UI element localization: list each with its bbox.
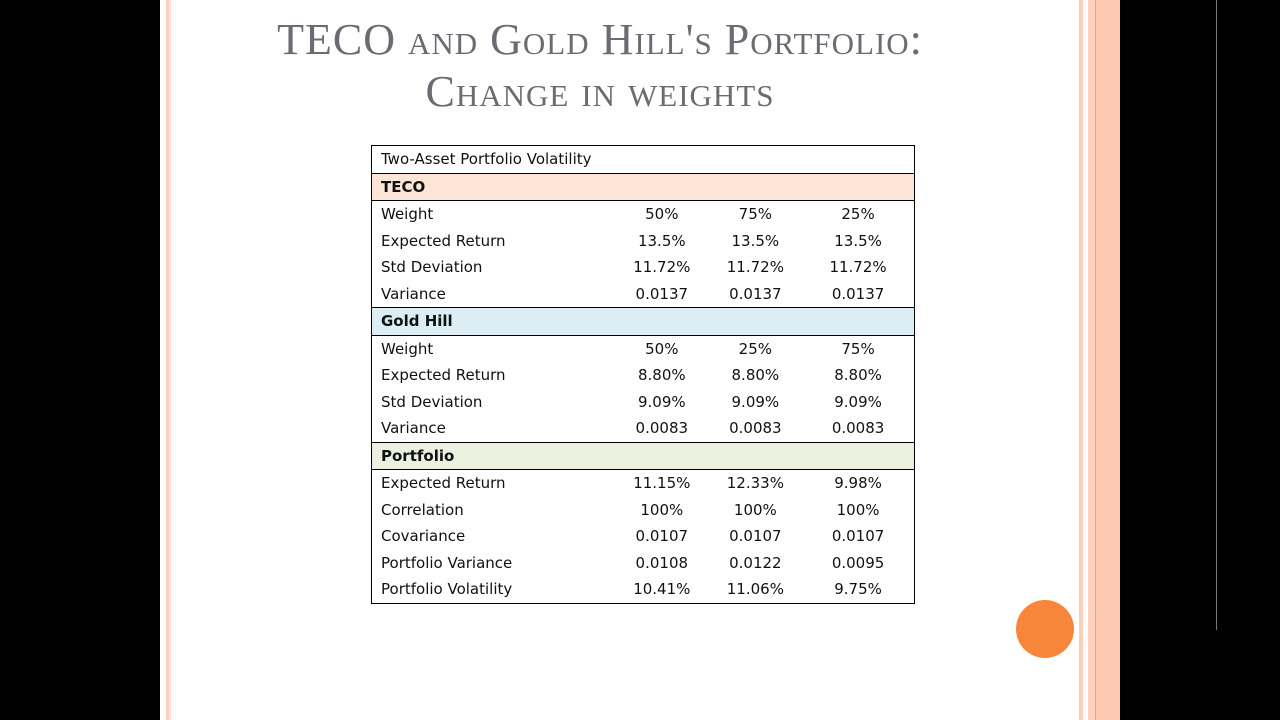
cell-value: 9.75% — [834, 580, 882, 599]
cell-value: 10.41% — [633, 580, 691, 599]
section-name: TECO — [371, 172, 915, 201]
cell-value: 25% — [841, 205, 875, 224]
table-row: Correlation 100% 100% 100% — [372, 497, 915, 524]
table-row: Portfolio Volatility 10.41% 11.06% 9.75% — [372, 576, 915, 603]
row-label: Weight — [381, 205, 434, 224]
table-row: Variance 0.0137 0.0137 0.0137 — [372, 281, 915, 308]
table-row: Expected Return 13.5% 13.5% 13.5% — [372, 228, 915, 255]
divider-line — [1216, 0, 1217, 630]
cell-value: 50% — [645, 339, 679, 358]
table-row: Covariance 0.0107 0.0107 0.0107 — [372, 523, 915, 550]
right-border-line — [1095, 0, 1096, 720]
cell-value: 50% — [645, 205, 679, 224]
row-label: Portfolio Volatility — [381, 580, 513, 599]
cell-value: 8.80% — [834, 366, 882, 385]
right-border-band — [1096, 0, 1120, 720]
cell-value: 0.0083 — [635, 419, 689, 438]
section-header-row: TECO — [371, 172, 915, 201]
row-label: Expected Return — [381, 366, 506, 385]
cell-value: 0.0095 — [831, 553, 885, 572]
table-row: Variance 0.0083 0.0083 0.0083 — [372, 415, 915, 442]
left-border-stripe — [166, 0, 169, 720]
table-row: Portfolio Variance 0.0108 0.0122 0.0095 — [372, 550, 915, 577]
cell-value: 11.15% — [633, 474, 691, 493]
table-caption-row: Two-Asset Portfolio Volatility — [371, 145, 915, 174]
row-label: Covariance — [381, 527, 466, 546]
cell-value: 100% — [640, 500, 684, 519]
table-row: Std Deviation 11.72% 11.72% 11.72% — [372, 254, 915, 281]
cell-value: 0.0122 — [729, 553, 782, 572]
cell-value: 75% — [841, 339, 875, 358]
row-label: Correlation — [381, 500, 464, 519]
title-line-1: TECO and Gold Hill's Portfolio: — [277, 15, 923, 64]
cell-value: 0.0108 — [635, 553, 689, 572]
table-row: Std Deviation 9.09% 9.09% 9.09% — [372, 389, 915, 416]
cell-value: 9.09% — [834, 392, 882, 411]
title-line-2: Change in weights — [425, 67, 775, 116]
cell-value: 25% — [738, 339, 773, 358]
row-label: Std Deviation — [381, 258, 483, 277]
table-row: Expected Return 8.80% 8.80% 8.80% — [372, 362, 915, 389]
right-border-stripe — [1079, 0, 1083, 720]
cell-value: 12.33% — [726, 474, 784, 493]
table-row: Weight 50% 25% 75% — [372, 335, 915, 362]
cell-value: 0.0137 — [729, 284, 782, 303]
row-label: Expected Return — [381, 231, 506, 250]
left-border-stripe-inner — [169, 0, 171, 720]
slide-title: TECO and Gold Hill's Portfolio: Change i… — [160, 14, 1040, 118]
slide — [160, 0, 1120, 720]
cell-value: 11.72% — [633, 258, 691, 277]
cell-value: 13.5% — [834, 231, 882, 250]
cell-value: 9.09% — [731, 392, 780, 411]
row-label: Weight — [381, 339, 434, 358]
cell-value: 13.5% — [637, 231, 686, 250]
orange-circle-decoration — [1016, 600, 1074, 658]
section-header-row: Gold Hill — [371, 307, 915, 336]
cell-value: 11.72% — [726, 258, 784, 277]
cell-value: 100% — [733, 500, 777, 519]
row-label: Expected Return — [381, 474, 506, 493]
cell-value: 0.0107 — [635, 527, 689, 546]
table-caption: Two-Asset Portfolio Volatility — [371, 145, 915, 174]
cell-value: 11.06% — [726, 580, 784, 599]
section-name: Portfolio — [371, 441, 915, 470]
cell-value: 0.0137 — [831, 284, 885, 303]
cell-value: 0.0107 — [831, 527, 885, 546]
right-border-stripe-2 — [1088, 0, 1095, 720]
cell-value: 8.80% — [637, 366, 686, 385]
row-label: Portfolio Variance — [381, 553, 513, 572]
cell-value: 13.5% — [731, 231, 780, 250]
section-name: Gold Hill — [371, 307, 915, 336]
cell-value: 0.0083 — [831, 419, 885, 438]
cell-value: 75% — [738, 205, 773, 224]
portfolio-volatility-table: Two-Asset Portfolio Volatility TECO Weight… — [371, 145, 915, 604]
row-label: Variance — [381, 419, 446, 438]
cell-value: 9.09% — [637, 392, 686, 411]
cell-value: 0.0107 — [729, 527, 782, 546]
cell-value: 9.98% — [834, 474, 882, 493]
cell-value: 0.0137 — [635, 284, 689, 303]
cell-value: 0.0083 — [729, 419, 782, 438]
cell-value: 11.72% — [829, 258, 887, 277]
section-header-row: Portfolio — [371, 441, 915, 470]
row-label: Variance — [381, 284, 446, 303]
row-label: Std Deviation — [381, 392, 483, 411]
table-row: Expected Return 11.15% 12.33% 9.98% — [372, 470, 915, 497]
cell-value: 100% — [836, 500, 880, 519]
table-row: Weight 50% 75% 25% — [372, 201, 915, 228]
cell-value: 8.80% — [731, 366, 780, 385]
